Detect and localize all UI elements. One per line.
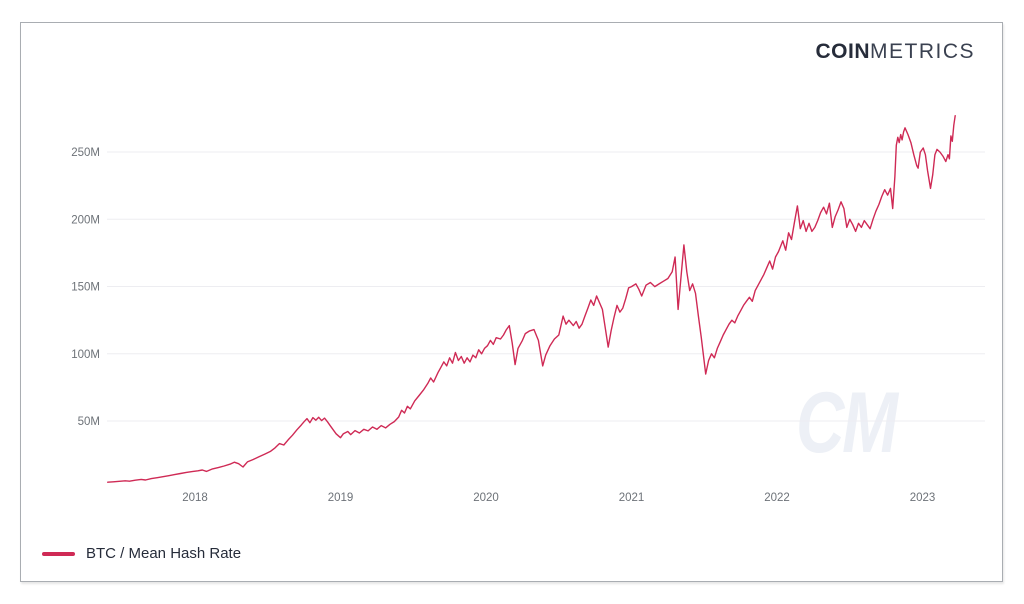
coinmetrics-logo: COINMETRICS (816, 40, 976, 64)
legend-line-swatch (42, 551, 75, 556)
logo-metrics-text: METRICS (870, 40, 975, 63)
legend-label: BTC / Mean Hash Rate (86, 545, 242, 562)
chart-legend: BTC / Mean Hash Rate (42, 545, 241, 562)
logo-coin-text: COIN (815, 40, 870, 63)
cm-watermark: CM (796, 375, 898, 471)
chart-card (20, 22, 1003, 582)
